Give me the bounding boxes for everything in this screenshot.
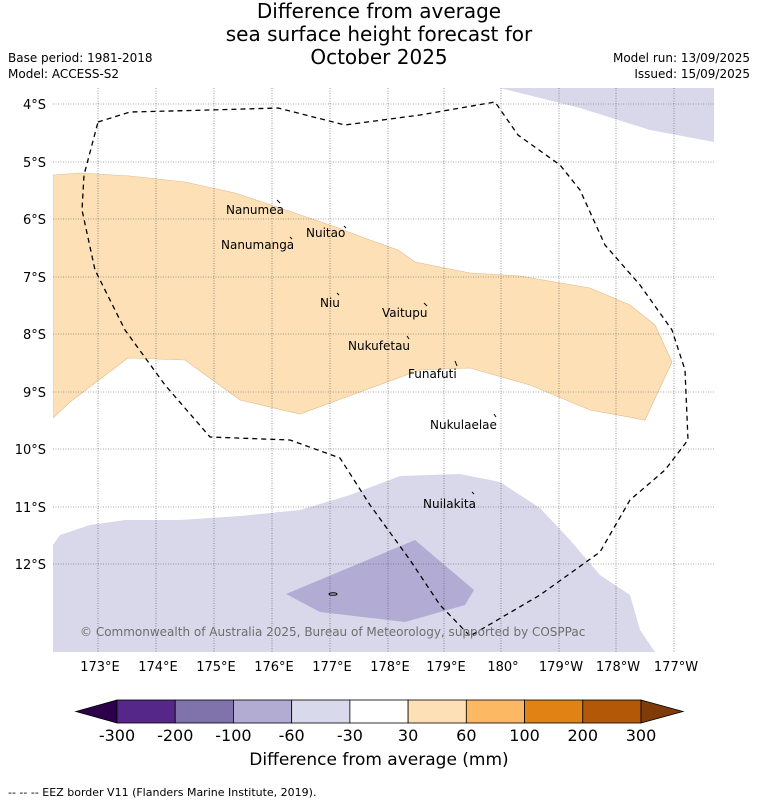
colorbar-extend-high	[640, 699, 685, 724]
lon-tick-label: 178°E	[370, 660, 410, 675]
colorbar-tick-label: 100	[509, 726, 540, 745]
title-line-2: sea surface height forecast for	[225, 22, 533, 46]
eez-border	[81, 101, 689, 637]
map-plot-area	[53, 88, 714, 652]
place-label-nanumea: Nanumea	[226, 203, 284, 217]
lon-tick-label: 177°E	[312, 660, 352, 675]
place-label-nanumanga: Nanumanga	[221, 238, 294, 252]
place-label-vaitupu: Vaitupu	[382, 306, 428, 320]
copyright-text: © Commonwealth of Australia 2025, Bureau…	[80, 625, 585, 639]
place-label-nukufetau: Nukufetau	[348, 339, 410, 353]
colorbar-tick-label: -200	[157, 726, 193, 745]
lat-tick-label: 6°S	[23, 213, 46, 228]
lon-tick-label: 174°E	[138, 660, 178, 675]
colorbar-segment	[582, 699, 642, 724]
place-label-nuitao: Nuitao	[306, 226, 345, 240]
lat-tick-label: 4°S	[23, 98, 46, 113]
colorbar-title: Difference from average (mm)	[249, 750, 509, 770]
island-mark-vaitupu	[423, 302, 428, 307]
lon-tick-label: 178°W	[596, 660, 640, 675]
lat-tick-label: 7°S	[23, 271, 46, 286]
colorbar-tick-label: 60	[456, 726, 476, 745]
lat-tick-label: 9°S	[23, 386, 46, 401]
anomaly-region-negative-30-60-south	[53, 474, 655, 652]
lat-tick-label: 12°S	[15, 558, 46, 573]
anomaly-region-negative-60-100	[286, 540, 474, 622]
issued-label: Issued: 15/09/2025	[634, 67, 750, 81]
colorbar-segment	[233, 699, 293, 724]
place-label-nukulaelae: Nukulaelae	[430, 418, 497, 432]
lon-tick-label: 179°E	[426, 660, 466, 675]
island-marks	[276, 199, 497, 596]
colorbar: -300 -200 -100 -60 -30 30 60 100 200 300	[74, 699, 685, 745]
colorbar-extend-low	[74, 699, 118, 724]
colorbar-segment	[465, 699, 525, 724]
model-label: Model: ACCESS-S2	[8, 67, 120, 81]
colorbar-segment	[291, 699, 351, 724]
place-label-funafuti: Funafuti	[408, 367, 457, 381]
model-run-label: Model run: 13/09/2025	[612, 51, 750, 65]
lon-tick-label: 176°E	[254, 660, 294, 675]
lon-tick-label: 175°E	[196, 660, 236, 675]
base-period-label: Base period: 1981-2018	[8, 51, 153, 65]
lat-tick-label: 5°S	[23, 156, 46, 171]
eez-legend-note: -- -- -- EEZ border V11 (Flanders Marine…	[8, 786, 317, 799]
island-mark-nuilakita	[471, 491, 475, 495]
lon-tick-label: 180°	[487, 660, 518, 675]
longitude-axis: 173°E 174°E 175°E 176°E 177°E 178°E 179°E 180° 1…	[80, 660, 698, 675]
place-label-nuilakita: Nuilakita	[423, 497, 476, 511]
colorbar-segment	[174, 699, 234, 724]
lat-tick-label: 11°S	[15, 501, 46, 516]
lon-tick-label: 173°E	[80, 660, 120, 675]
island-mark-niu	[336, 292, 340, 296]
colorbar-tick-label: 300	[626, 726, 657, 745]
island-mark-nanumanga	[289, 236, 293, 240]
gridlines	[53, 88, 714, 652]
title-line-3: October 2025	[310, 45, 448, 69]
island-mark-nukufetau	[406, 335, 410, 340]
island-mark-small	[328, 592, 338, 596]
place-labels: Nanumea Nuitao Nanumanga Niu Vaitupu Nuk…	[221, 203, 497, 511]
colorbar-tick-label: -60	[279, 726, 305, 745]
island-mark-nuitao	[343, 225, 347, 229]
lat-tick-label: 10°S	[15, 443, 46, 458]
colorbar-segment	[116, 699, 176, 724]
island-mark-nanumea	[276, 199, 281, 204]
colorbar-tick-label: -100	[215, 726, 251, 745]
colorbar-segment	[407, 699, 467, 724]
island-mark-funafuti	[454, 360, 458, 367]
island-mark-nukulaelae	[493, 413, 497, 418]
anomaly-region-negative-30-60-north	[500, 88, 714, 142]
colorbar-tick-label: 30	[398, 726, 418, 745]
colorbar-tick-label: 200	[568, 726, 599, 745]
lat-tick-label: 8°S	[23, 328, 46, 343]
lon-tick-label: 177°W	[654, 660, 698, 675]
anomaly-region-positive-30-60	[53, 172, 673, 421]
colorbar-segment	[349, 699, 409, 724]
title-line-1: Difference from average	[256, 0, 502, 23]
colorbar-tick-label: -30	[337, 726, 363, 745]
latitude-axis: 4°S 5°S 6°S 7°S 8°S 9°S 10°S 11°S 12°S	[15, 98, 46, 573]
lon-tick-label: 179°W	[539, 660, 583, 675]
colorbar-segment	[524, 699, 584, 724]
colorbar-tick-label: -300	[99, 726, 135, 745]
place-label-niu: Niu	[320, 296, 340, 310]
